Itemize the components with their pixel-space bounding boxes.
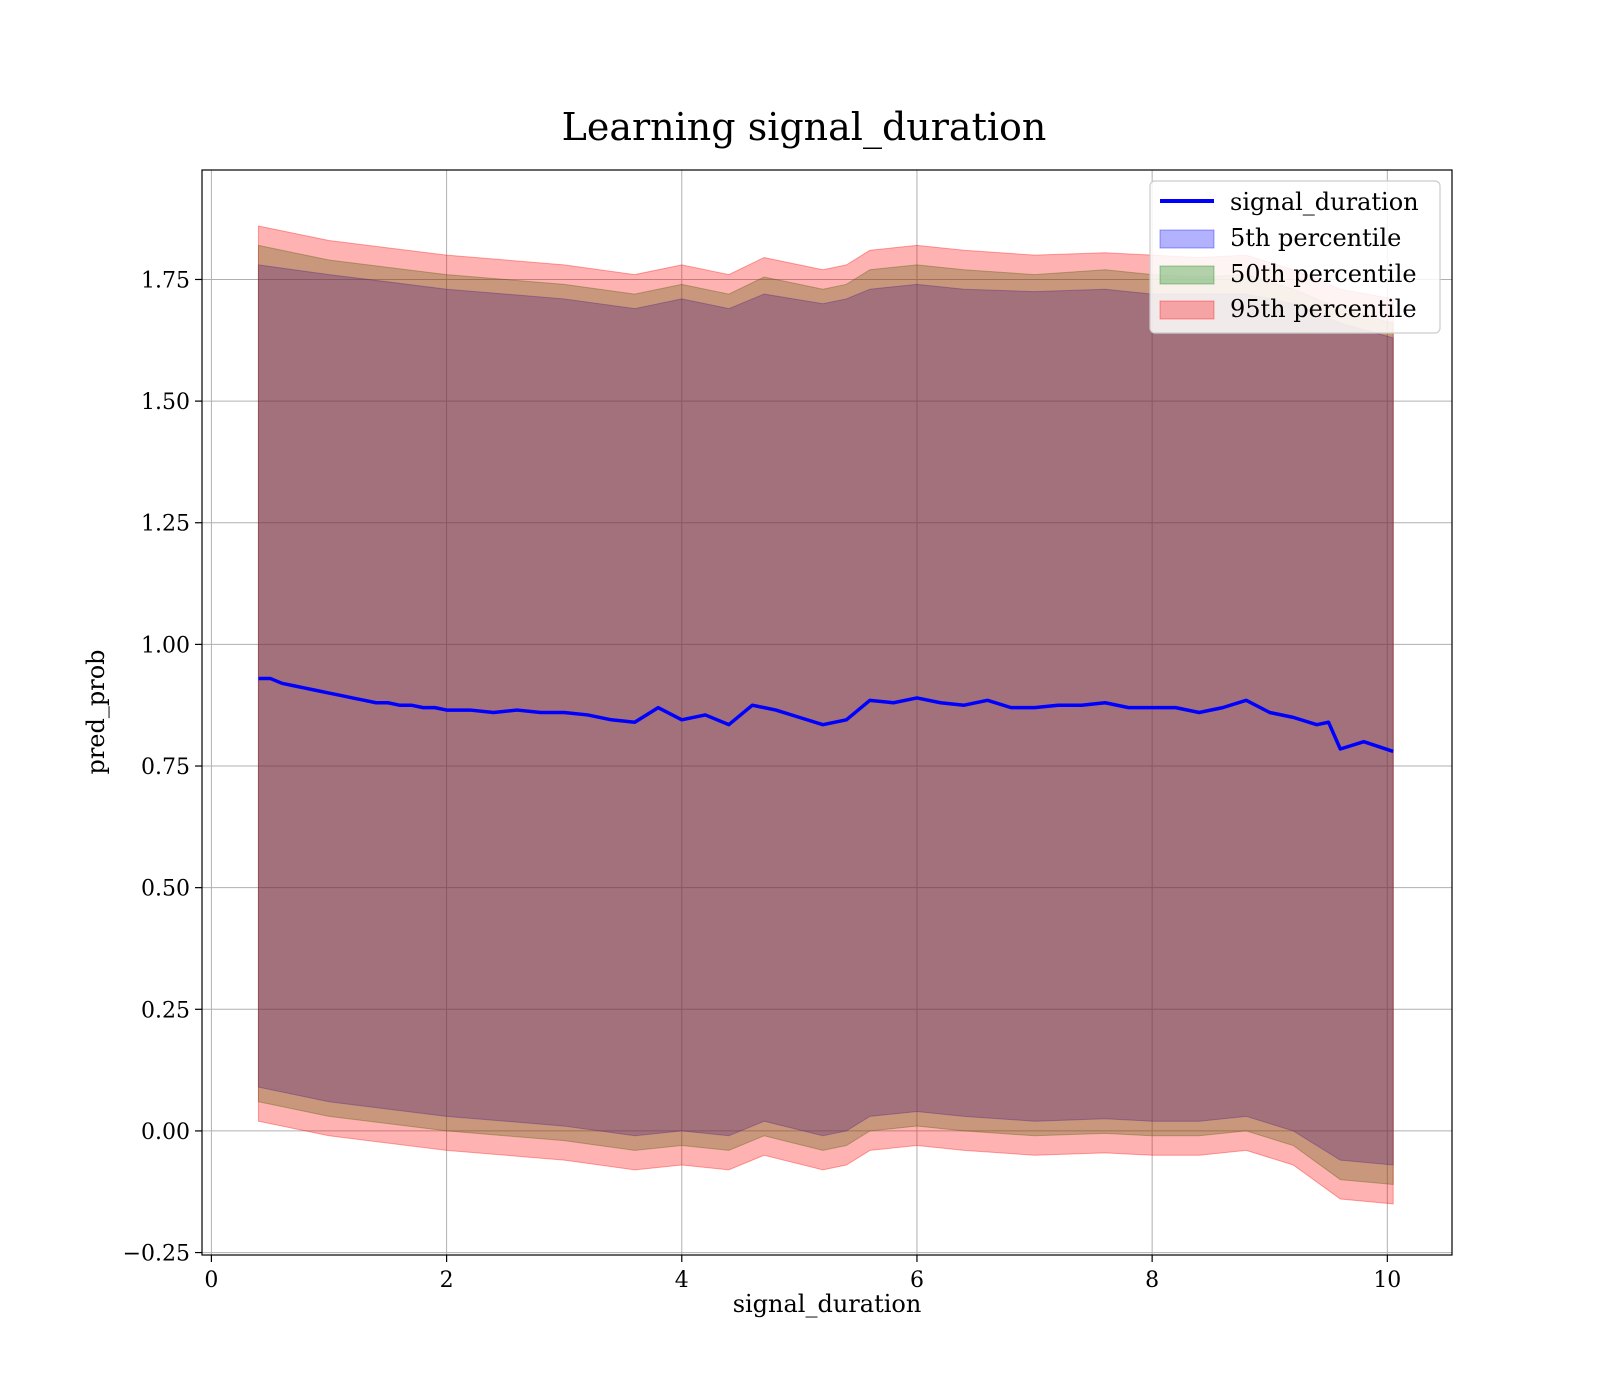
y-tick-label: 1.75 <box>141 268 190 293</box>
legend-box <box>1149 180 1441 334</box>
line-series <box>258 676 1394 754</box>
plot-frame <box>201 169 1453 1256</box>
percentile-bands <box>257 225 1394 1205</box>
x-axis-ticks: 0 2 4 6 8 10 <box>204 1255 1401 1293</box>
x-tick-label: 0 <box>204 1268 218 1293</box>
y-tick-label: 1.50 <box>141 390 190 415</box>
y-tick-label: 0.50 <box>141 877 190 902</box>
legend-label-95th: 95th percentile <box>1230 295 1417 323</box>
y-tick-label: 0.25 <box>141 998 190 1023</box>
x-tick-label: 6 <box>910 1268 924 1293</box>
x-tick-label: 8 <box>1145 1268 1159 1293</box>
legend-label-5th: 5th percentile <box>1230 224 1401 252</box>
grid-lines <box>202 170 1452 1255</box>
chart-title: Learning signal_duration <box>562 105 1047 150</box>
y-tick-label: −0.25 <box>123 1242 190 1267</box>
x-tick-label: 2 <box>440 1268 454 1293</box>
x-tick-label: 4 <box>675 1268 689 1293</box>
legend-95th-swatch <box>1159 300 1215 320</box>
signal-duration-line <box>258 676 1394 754</box>
y-axis-label: pred_prob <box>82 649 110 774</box>
y-tick-label: 0.00 <box>141 1120 190 1145</box>
y-tick-label: 1.00 <box>141 633 190 658</box>
y-axis-ticks: −0.25 0.00 0.25 0.50 0.75 1.00 1.25 1.50 1.75 <box>123 268 202 1267</box>
y-tick-label: 1.25 <box>141 512 190 537</box>
band-95th-percentile <box>257 225 1394 1205</box>
legend: signal_duration 5th percentile 50th perc… <box>1149 180 1441 334</box>
legend-label-signal-duration: signal_duration <box>1230 188 1419 216</box>
x-tick-label: 10 <box>1373 1268 1401 1293</box>
x-axis-label: signal_duration <box>733 1290 922 1318</box>
y-tick-label: 0.75 <box>141 755 190 780</box>
band-5th-percentile <box>257 264 1394 1166</box>
legend-5th-swatch <box>1159 229 1215 249</box>
legend-label-50th: 50th percentile <box>1230 260 1417 288</box>
legend-50th-swatch <box>1159 265 1215 285</box>
band-50th-percentile <box>257 244 1394 1185</box>
